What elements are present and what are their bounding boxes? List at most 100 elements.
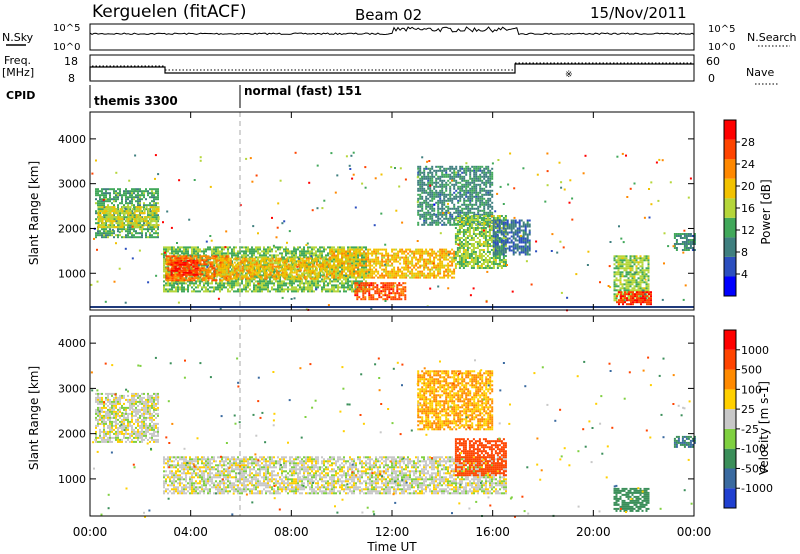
heatmap-cell — [263, 267, 266, 270]
heatmap-cell — [107, 198, 109, 201]
heatmap-cell — [363, 258, 366, 261]
heatmap-cell — [356, 284, 359, 287]
heatmap-cell — [265, 286, 267, 289]
heatmap-cell — [386, 284, 389, 287]
heatmap-cell — [367, 256, 370, 259]
heatmap-cell — [113, 198, 115, 201]
heatmap-cell — [235, 290, 237, 293]
heatmap-cell — [388, 296, 391, 299]
heatmap-cell — [387, 272, 390, 275]
heatmap-cell — [317, 278, 319, 281]
heatmap-cell — [384, 292, 387, 295]
heatmap-cell — [285, 265, 288, 268]
heatmap-cell — [467, 189, 470, 192]
heatmap-cell — [103, 210, 106, 213]
heatmap-cell — [402, 290, 405, 293]
heatmap-cell — [368, 296, 371, 299]
heatmap-cell — [247, 284, 249, 287]
heatmap-cell — [295, 254, 297, 257]
heatmap-cell — [151, 212, 154, 215]
heatmap-cell — [455, 189, 458, 192]
heatmap-cell — [443, 276, 446, 279]
heatmap-cell — [315, 275, 318, 278]
heatmap-cell — [362, 290, 365, 293]
heatmap-cell — [127, 198, 129, 201]
heatmap-cell — [454, 219, 457, 221]
heatmap-cell — [249, 265, 252, 268]
heatmap-cell — [121, 218, 124, 221]
heatmap-cell — [153, 206, 156, 209]
heatmap-cell — [267, 273, 270, 276]
heatmap-cell — [305, 280, 307, 283]
heatmap-cell — [293, 263, 296, 266]
heatmap-cell — [289, 273, 292, 276]
heatmap-cell — [459, 175, 462, 178]
heatmap-cell — [287, 256, 289, 259]
heatmap-cell — [169, 288, 171, 291]
heatmap-cell — [447, 274, 450, 277]
heatmap-cell — [413, 274, 416, 277]
heatmap-cell — [125, 216, 127, 219]
heatmap-cell — [391, 248, 394, 251]
heatmap-cell — [375, 264, 378, 267]
heatmap-cell — [267, 252, 269, 255]
heatmap-cell — [189, 284, 191, 287]
heatmap-cell — [135, 196, 137, 199]
heatmap-cell — [431, 250, 434, 253]
heatmap-cell — [153, 210, 156, 213]
heatmap-cell — [151, 210, 154, 213]
heatmap-cell — [469, 167, 472, 170]
heatmap-cell — [245, 273, 248, 276]
heatmap-cell — [295, 250, 297, 253]
heatmap-cell — [205, 288, 207, 291]
heatmap-cell — [231, 260, 233, 263]
heatmap-cell — [133, 192, 135, 195]
heatmap-cell — [227, 246, 229, 249]
heatmap-cell — [211, 261, 214, 264]
heatmap-cell — [175, 252, 177, 255]
heatmap-cell — [471, 189, 474, 192]
heatmap-cell — [435, 254, 438, 257]
heatmap-cell — [193, 279, 196, 282]
heatmap-cell — [289, 280, 291, 283]
heatmap-cell — [171, 246, 173, 249]
heatmap-cell — [245, 265, 248, 268]
heatmap-cell — [155, 220, 158, 223]
heatmap-cell — [191, 282, 193, 285]
heatmap-cell — [351, 272, 354, 275]
heatmap-cell — [449, 260, 452, 263]
heatmap-cell — [477, 193, 480, 196]
heatmap-cell — [471, 187, 474, 190]
heatmap-cell — [277, 286, 279, 289]
heatmap-cell — [151, 190, 153, 193]
heatmap-cell — [111, 188, 113, 191]
heatmap-cell — [321, 254, 323, 257]
heatmap-cell — [221, 259, 224, 262]
heatmap-cell — [380, 296, 383, 299]
heatmap-cell — [117, 220, 120, 223]
heatmap-cell — [489, 171, 492, 174]
heatmap-cell — [313, 269, 316, 272]
heatmap-cell — [449, 221, 452, 224]
heatmap-cell — [243, 257, 246, 260]
heatmap-cell — [356, 298, 359, 301]
heatmap-cell — [275, 280, 277, 283]
heatmap-cell — [289, 252, 291, 255]
heatmap-cell — [370, 284, 373, 287]
heatmap-cell — [343, 262, 346, 265]
heatmap-cell — [237, 254, 239, 257]
heatmap-cell — [295, 263, 298, 266]
heatmap-cell — [386, 288, 389, 291]
heatmap-cell — [141, 236, 143, 239]
heatmap-cell — [137, 220, 140, 223]
heatmap-cell — [223, 286, 225, 289]
heatmap-cell — [227, 273, 230, 276]
heatmap-cell — [261, 282, 263, 285]
heatmap-cell — [221, 248, 223, 251]
heatmap-cell — [370, 294, 373, 297]
heatmap-cell — [137, 204, 139, 207]
heatmap-cell — [477, 211, 480, 214]
heatmap-cell — [185, 276, 187, 279]
heatmap-cell — [233, 284, 235, 287]
heatmap-cell — [425, 250, 428, 253]
